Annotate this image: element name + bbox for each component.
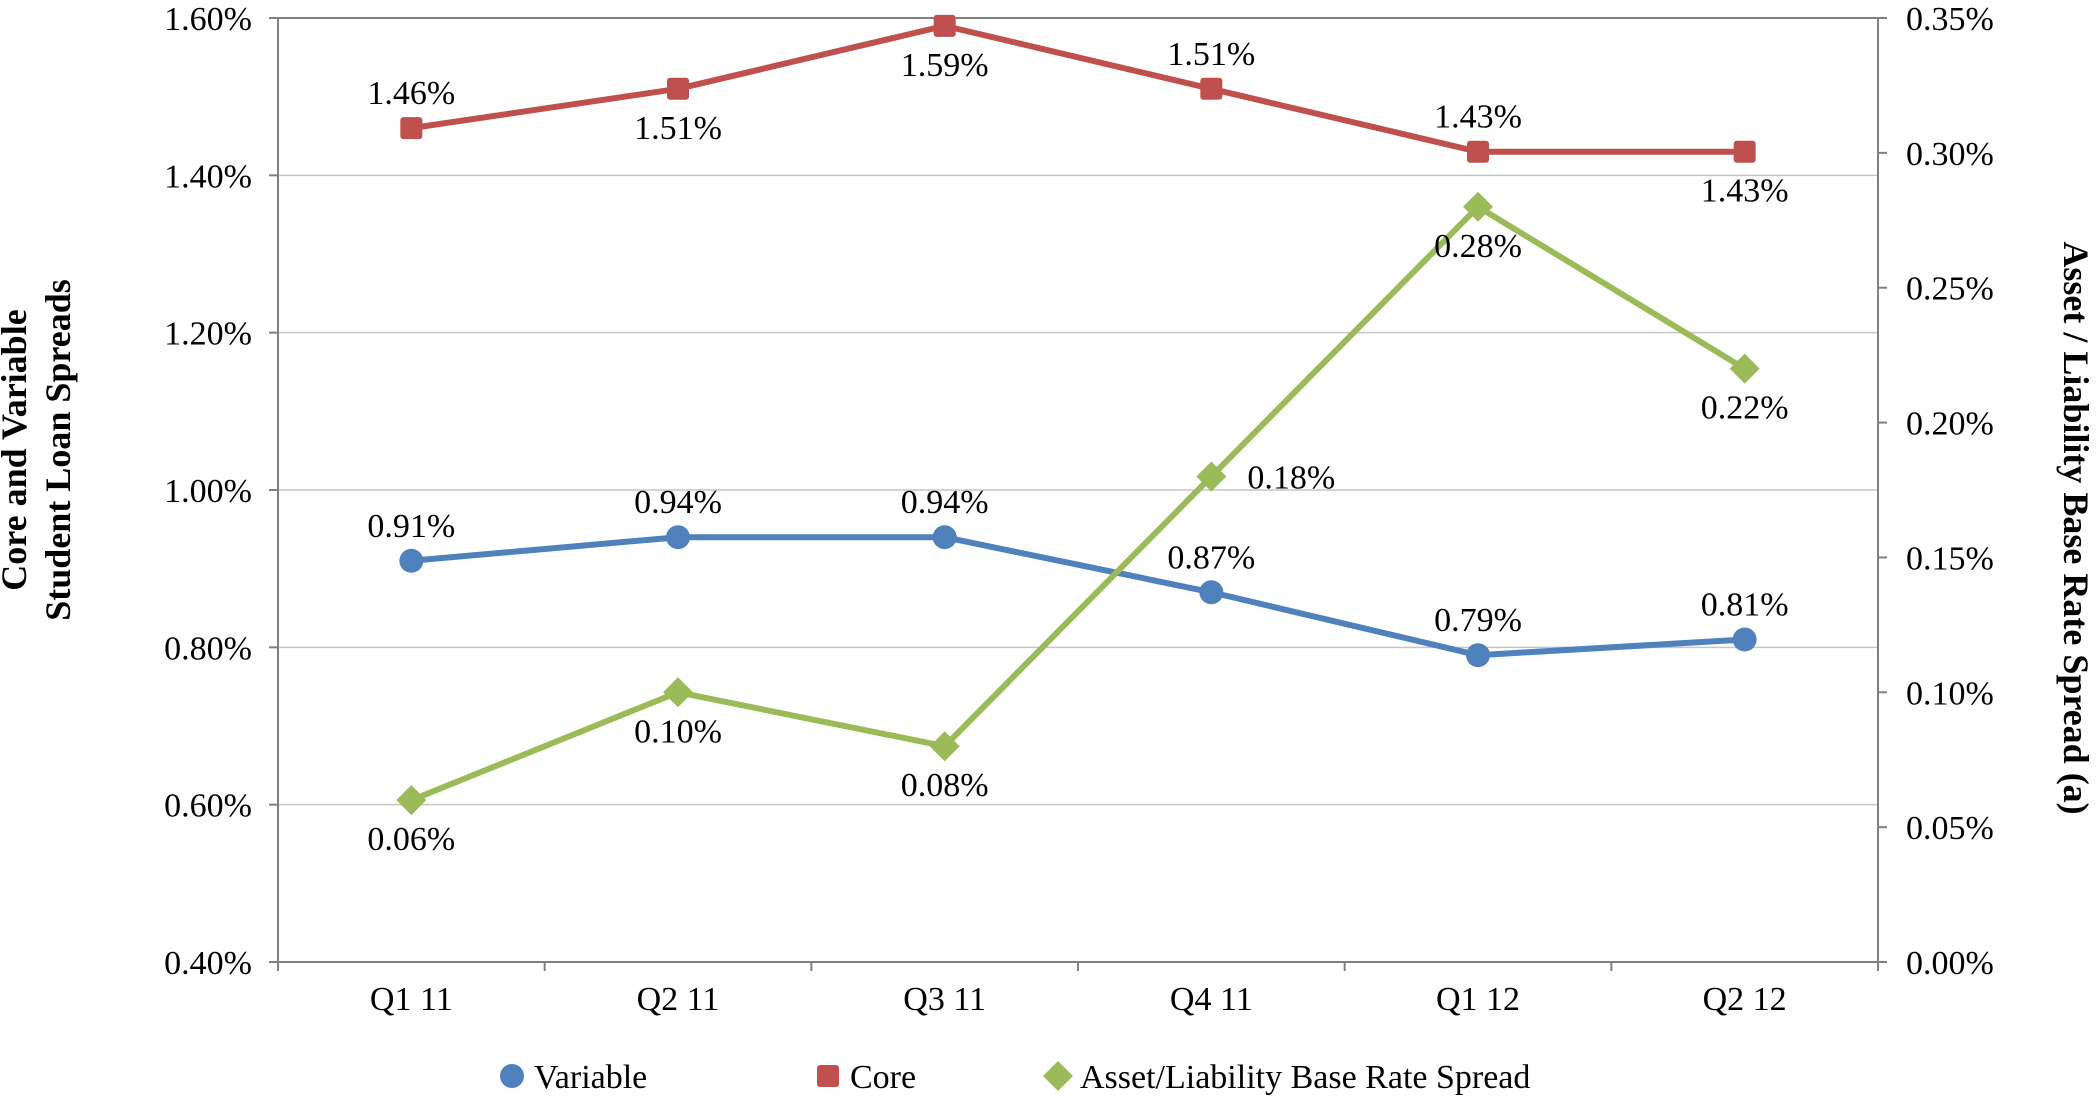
svg-text:0.80%: 0.80% (164, 630, 252, 667)
svg-text:0.20%: 0.20% (1906, 406, 1994, 443)
svg-text:0.00%: 0.00% (1906, 945, 1994, 982)
svg-text:0.15%: 0.15% (1906, 540, 1994, 577)
x-axis-category-labels: Q1 11 Q2 11 Q3 11 Q4 11 Q1 12 Q2 12 (370, 981, 1787, 1018)
svg-text:0.81%: 0.81% (1701, 586, 1789, 623)
svg-text:0.40%: 0.40% (164, 945, 252, 982)
svg-text:Q3 11: Q3 11 (903, 981, 986, 1018)
svg-text:0.91%: 0.91% (367, 508, 455, 545)
svg-text:1.46%: 1.46% (367, 75, 455, 112)
svg-text:1.20%: 1.20% (164, 316, 252, 353)
right-axis-title: Asset / Liability Base Rate Spread (a) (2056, 241, 2096, 814)
svg-text:Q2 12: Q2 12 (1703, 981, 1787, 1018)
svg-text:0.94%: 0.94% (901, 484, 989, 521)
svg-text:0.22%: 0.22% (1701, 390, 1789, 427)
svg-text:Q4 11: Q4 11 (1170, 981, 1253, 1018)
svg-text:0.79%: 0.79% (1434, 602, 1522, 639)
left-axis-tick-labels: 0.40% 0.60% 0.80% 1.00% 1.20% 1.40% 1.60% (164, 1, 252, 982)
svg-text:0.05%: 0.05% (1906, 810, 1994, 847)
svg-text:0.08%: 0.08% (901, 767, 989, 804)
svg-text:Q1 12: Q1 12 (1436, 981, 1520, 1018)
axis-tick-marks (269, 17, 1887, 971)
series-core-data-labels: 1.46% 1.51% 1.59% 1.51% 1.43% 1.43% (367, 36, 1788, 210)
svg-text:0.35%: 0.35% (1906, 1, 1994, 38)
svg-text:0.18%: 0.18% (1247, 460, 1335, 497)
svg-text:0.28%: 0.28% (1434, 228, 1522, 265)
legend-item-asset-liability-base-rate-spread: Asset/Liability Base Rate Spread (1043, 1059, 1530, 1096)
svg-text:1.51%: 1.51% (1167, 36, 1255, 73)
series-core (400, 14, 1756, 163)
right-axis-tick-labels: 0.00% 0.05% 0.10% 0.15% 0.20% 0.25% 0.30% 0.35% (1906, 1, 1994, 982)
svg-text:0.06%: 0.06% (367, 821, 455, 858)
svg-text:0.10%: 0.10% (634, 713, 722, 750)
svg-text:Asset / Liability Base Rate Sp: Asset / Liability Base Rate Spread (a) (2056, 241, 2096, 814)
svg-text:Q1 11: Q1 11 (370, 981, 453, 1018)
svg-text:0.25%: 0.25% (1906, 271, 1994, 308)
svg-text:1.60%: 1.60% (164, 1, 252, 38)
left-axis-title: Core and Variable Student Loan Spreads (0, 279, 78, 620)
legend-item-variable: Variable (500, 1059, 647, 1096)
svg-text:0.10%: 0.10% (1906, 675, 1994, 712)
svg-text:0.60%: 0.60% (164, 788, 252, 825)
svg-text:0.30%: 0.30% (1906, 136, 1994, 173)
svg-text:1.43%: 1.43% (1434, 99, 1522, 136)
svg-text:0.87%: 0.87% (1167, 539, 1255, 576)
svg-text:Asset/Liability Base Rate Spre: Asset/Liability Base Rate Spread (1080, 1059, 1530, 1096)
svg-text:Core: Core (850, 1059, 916, 1096)
svg-text:1.40%: 1.40% (164, 158, 252, 195)
series-asset-liability-base-rate-spread-data-labels: 0.06% 0.10% 0.08% 0.18% 0.28% 0.22% (367, 228, 1788, 858)
svg-text:0.94%: 0.94% (634, 484, 722, 521)
svg-text:1.51%: 1.51% (634, 110, 722, 147)
chart-legend: Variable Core Asset/Liability Base Rate Sp… (500, 1059, 1530, 1096)
svg-text:1.59%: 1.59% (901, 47, 989, 84)
series-variable-data-labels: 0.91% 0.94% 0.94% 0.87% 0.79% 0.81% (367, 484, 1788, 639)
svg-text:Variable: Variable (534, 1059, 647, 1096)
series-asset-liability-base-rate-spread (396, 191, 1760, 816)
svg-text:1.43%: 1.43% (1701, 173, 1789, 210)
svg-text:Q2 11: Q2 11 (637, 981, 720, 1018)
series-variable (399, 525, 1757, 668)
svg-text:1.00%: 1.00% (164, 473, 252, 510)
legend-item-core: Core (817, 1059, 916, 1096)
